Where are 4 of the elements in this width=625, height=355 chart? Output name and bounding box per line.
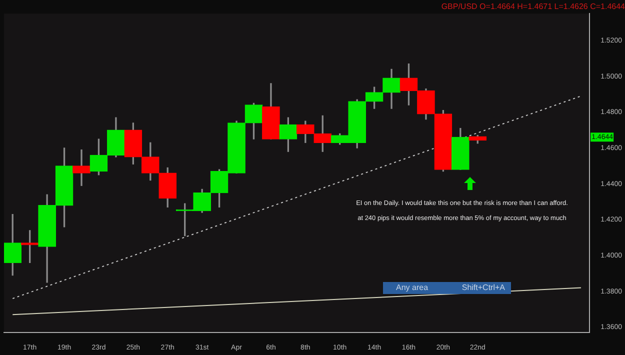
- candlestick: [72, 149, 90, 186]
- chart-title: GBP/USD O=1.4664 H=1.4671 L=1.4626 C=1.4644: [441, 2, 625, 12]
- annotation: Shift+Ctrl+A: [462, 283, 506, 292]
- annotation: Any area: [396, 283, 429, 292]
